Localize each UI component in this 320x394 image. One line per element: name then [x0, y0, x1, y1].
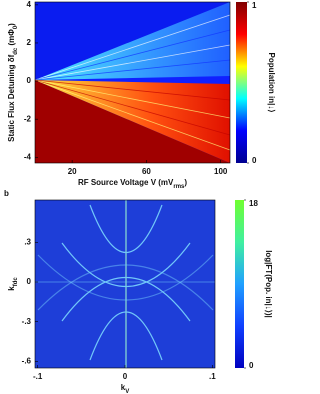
y-tick-label: 2 [27, 38, 32, 47]
x-tick-label: -.1 [33, 372, 43, 381]
x-tick-label: 100 [214, 167, 228, 176]
y-tick-label: -.6 [22, 356, 32, 365]
colorbar-tick-label: 0 [249, 361, 254, 370]
heatmap-b [35, 200, 215, 368]
colorbar-tick-label: 18 [249, 199, 258, 208]
y-axis-label-part: (mΦ [7, 29, 16, 48]
y-axis-label: Static Flux Detuning δfdc (mΦ0) [7, 23, 18, 142]
y-axis-label-part: fdc [13, 277, 19, 287]
x-axis-label-part: RF Source Voltage V (mV [78, 178, 174, 187]
x-axis-label-part: V [125, 389, 129, 394]
y-tick-label: -4 [24, 152, 32, 161]
y-tick-label: .3 [24, 237, 31, 246]
colorbar-label-part: log|FT(Pop. in|↓⟩)| [264, 250, 273, 318]
y-tick-label: 0 [27, 76, 32, 85]
x-tick-label: .1 [209, 372, 216, 381]
x-axis-label-part: k [121, 383, 126, 392]
y-axis-label-part: Static Flux Detuning δf [7, 54, 16, 141]
y-axis-label: kfdc [7, 277, 18, 291]
y-tick-label: 4 [27, 0, 32, 9]
y-axis-label-part: ) [7, 23, 16, 26]
x-axis-label-part: rms [173, 184, 185, 190]
y-tick-label: -2 [24, 114, 32, 123]
x-axis-label: RF Source Voltage V (mVrms) [78, 178, 187, 189]
y-tick-label: -.3 [22, 317, 32, 326]
panel-label: b [4, 189, 9, 198]
y-axis-label-part: k [7, 286, 16, 291]
colorbar-tick-label: 1 [252, 1, 257, 10]
colorbar [236, 2, 247, 163]
x-axis-label-part: ) [184, 178, 187, 187]
x-axis-label: kV [121, 383, 129, 394]
colorbar-tick-label: 0 [252, 156, 257, 165]
colorbar-label: Population in|↓⟩ [267, 52, 276, 112]
y-axis-label-part: dc [13, 47, 19, 55]
plot-frame [34, 1, 231, 164]
x-tick-label: 60 [142, 167, 151, 176]
colorbar-label: log|FT(Pop. in|↓⟩)| [264, 250, 273, 318]
colorbar [235, 200, 244, 368]
x-tick-label: 0 [123, 372, 128, 381]
heatmap-a [34, 2, 231, 163]
y-axis-label-part: 0 [13, 25, 19, 29]
y-tick-label: 0 [27, 277, 32, 286]
x-tick-label: 20 [68, 167, 77, 176]
colorbar-label-part: Population in|↓⟩ [267, 52, 276, 112]
